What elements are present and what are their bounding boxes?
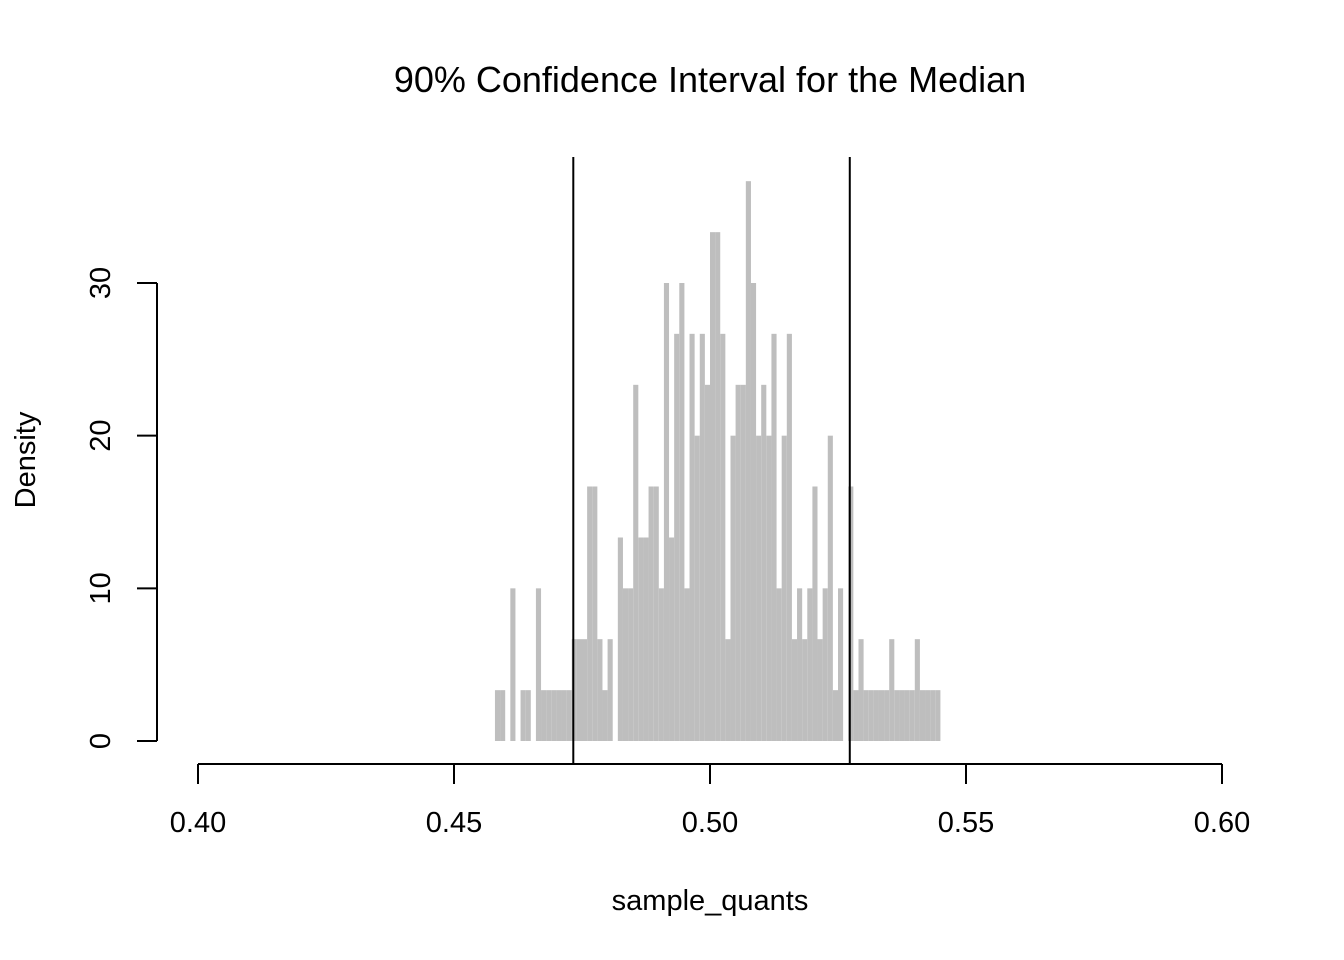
histogram-bar bbox=[894, 690, 900, 741]
histogram-bar bbox=[582, 639, 588, 741]
chart-title: 90% Confidence Interval for the Median bbox=[394, 59, 1026, 100]
histogram-bar bbox=[674, 333, 680, 741]
histogram-bar bbox=[571, 639, 577, 741]
y-tick-label: 10 bbox=[85, 572, 117, 604]
histogram-bar bbox=[822, 588, 828, 741]
histogram-bar bbox=[802, 639, 808, 741]
x-axis-label: sample_quants bbox=[612, 885, 809, 917]
histogram-bar bbox=[745, 181, 751, 742]
histogram-bar bbox=[899, 690, 905, 741]
histogram-bar bbox=[587, 486, 593, 741]
x-axis: 0.40 0.45 0.50 0.55 0.60 bbox=[170, 763, 1250, 839]
histogram-bar bbox=[720, 333, 726, 741]
histogram-bar bbox=[930, 690, 936, 741]
histogram-bar bbox=[628, 588, 634, 741]
histogram-bar bbox=[602, 690, 608, 741]
histogram-bar bbox=[904, 690, 910, 741]
histogram-bar bbox=[689, 333, 695, 741]
histogram-bar bbox=[694, 435, 700, 741]
histogram-bar bbox=[510, 588, 516, 741]
histogram-bar bbox=[535, 588, 542, 741]
histogram-bar bbox=[884, 690, 890, 741]
histogram-bar bbox=[704, 384, 710, 741]
x-tick-label: 0.50 bbox=[682, 807, 738, 839]
histogram-bar bbox=[669, 537, 675, 741]
histogram-bar bbox=[551, 690, 557, 741]
confidence-interval-lines bbox=[572, 157, 851, 763]
histogram-bar bbox=[679, 283, 685, 741]
histogram-bar bbox=[597, 639, 603, 741]
histogram-bar bbox=[622, 588, 629, 741]
histogram-bar bbox=[925, 690, 931, 741]
histogram-bar bbox=[791, 639, 798, 741]
histogram-bar bbox=[756, 435, 762, 741]
histogram-bar bbox=[607, 639, 613, 741]
y-axis: 0 10 20 30 bbox=[85, 267, 158, 749]
histogram-bar bbox=[556, 690, 562, 741]
histogram-bar bbox=[740, 384, 746, 741]
y-tick-label: 20 bbox=[85, 420, 117, 452]
histogram-bar bbox=[797, 588, 803, 741]
histogram-bar bbox=[653, 486, 659, 741]
histogram-bar bbox=[633, 384, 639, 741]
histogram-bar bbox=[812, 486, 818, 741]
histogram-bar bbox=[761, 384, 767, 741]
histogram-bars bbox=[494, 181, 941, 742]
histogram-bar bbox=[781, 435, 787, 741]
histogram-bar bbox=[771, 333, 777, 741]
histogram-bar bbox=[541, 690, 547, 741]
histogram-bar bbox=[832, 690, 838, 741]
histogram-bar bbox=[766, 435, 772, 741]
histogram-bar bbox=[684, 588, 690, 741]
histogram-bar bbox=[889, 639, 895, 741]
histogram-bar bbox=[935, 690, 941, 741]
y-axis-label: Density bbox=[10, 411, 42, 508]
histogram-bar bbox=[817, 639, 823, 741]
histogram-bar bbox=[786, 333, 792, 741]
x-tick-label: 0.55 bbox=[938, 807, 994, 839]
histogram-bar bbox=[848, 486, 854, 741]
histogram-bar bbox=[494, 690, 501, 741]
histogram-bar bbox=[643, 537, 649, 741]
histogram-bar bbox=[561, 690, 567, 741]
histogram-bar bbox=[919, 690, 926, 741]
histogram-bar bbox=[858, 639, 864, 741]
histogram-bar bbox=[873, 690, 879, 741]
histogram-bar bbox=[730, 435, 736, 741]
histogram-bar bbox=[566, 690, 572, 741]
histogram-bar bbox=[576, 639, 582, 741]
histogram-bar bbox=[520, 690, 526, 741]
histogram-bar bbox=[878, 690, 885, 741]
histogram-bar bbox=[525, 690, 531, 741]
y-tick-label: 30 bbox=[85, 267, 117, 299]
histogram-bar bbox=[546, 690, 552, 741]
histogram-bar bbox=[663, 283, 670, 741]
histogram-bar bbox=[658, 588, 664, 741]
histogram-bar bbox=[827, 435, 833, 741]
histogram-bar bbox=[909, 690, 915, 741]
histogram-bar bbox=[868, 690, 874, 741]
histogram-bar bbox=[725, 639, 731, 741]
histogram-bar bbox=[853, 690, 859, 741]
x-tick-label: 0.40 bbox=[170, 807, 226, 839]
histogram-bar bbox=[638, 537, 644, 741]
histogram-bar bbox=[863, 690, 869, 741]
histogram-bar bbox=[807, 588, 813, 741]
y-tick-label: 0 bbox=[85, 733, 117, 749]
histogram-bar bbox=[617, 537, 623, 741]
x-tick-label: 0.45 bbox=[426, 807, 482, 839]
histogram-bar bbox=[500, 690, 506, 741]
histogram-bar bbox=[710, 232, 716, 741]
histogram-bar bbox=[750, 283, 757, 741]
histogram-bar bbox=[838, 588, 844, 741]
histogram-bar bbox=[699, 333, 705, 741]
histogram-bar bbox=[648, 486, 654, 741]
histogram-bar bbox=[592, 486, 598, 741]
x-tick-label: 0.60 bbox=[1194, 807, 1250, 839]
histogram-bar bbox=[914, 639, 920, 741]
histogram-bar bbox=[776, 588, 782, 741]
histogram-bar bbox=[715, 232, 721, 741]
histogram-bar bbox=[735, 384, 741, 741]
